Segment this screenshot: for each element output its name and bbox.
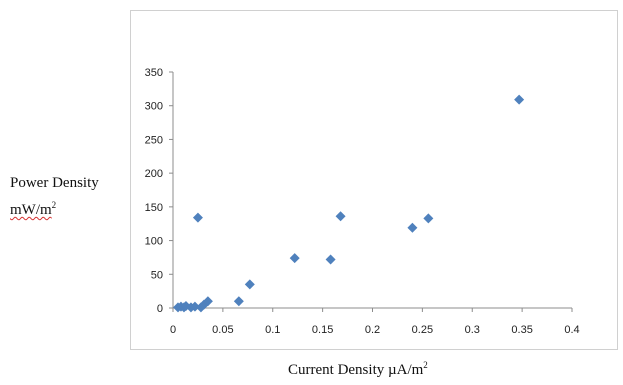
y-tick-label: 150	[145, 202, 163, 214]
y-tick-label: 250	[145, 134, 163, 146]
y-tick-label: 0	[157, 303, 163, 315]
data-point	[244, 279, 255, 290]
y-tick-label: 200	[145, 168, 163, 180]
y-tick-label: 300	[145, 101, 163, 113]
x-axis-label-sup: 2	[423, 360, 428, 370]
data-point	[407, 222, 418, 233]
x-tick-label: 0.15	[312, 324, 333, 336]
y-axis-unit: mW/m	[10, 202, 52, 218]
data-point	[192, 212, 203, 223]
x-tick-label: 0.2	[365, 324, 380, 336]
y-axis-label: Power Density mW/m2	[10, 172, 99, 221]
y-tick-label: 50	[151, 269, 163, 281]
x-axis-label: Current Density µA/m2	[288, 360, 428, 379]
y-tick-label: 350	[145, 67, 163, 79]
x-tick-label: 0.25	[412, 324, 433, 336]
data-point	[335, 211, 346, 222]
data-point	[289, 253, 300, 264]
data-point	[514, 94, 525, 105]
x-tick-label: 0.4	[564, 324, 579, 336]
data-point	[189, 301, 200, 312]
data-point	[233, 296, 244, 307]
y-axis-label-line1: Power Density	[10, 175, 99, 191]
x-axis-label-text: Current Density µA/m	[288, 362, 424, 378]
data-point	[202, 296, 213, 307]
data-point	[423, 213, 434, 224]
x-tick-label: 0.35	[511, 324, 532, 336]
chart-area	[130, 10, 618, 350]
x-tick-label: 0.3	[465, 324, 480, 336]
x-tick-label: 0.05	[212, 324, 233, 336]
y-tick-label: 100	[145, 236, 163, 248]
x-tick-label: 0.1	[265, 324, 280, 336]
y-axis-label-line2: mW/m2	[10, 194, 99, 221]
y-axis-unit-sup: 2	[51, 200, 57, 210]
x-tick-label: 0	[170, 324, 176, 336]
data-point	[325, 254, 336, 265]
